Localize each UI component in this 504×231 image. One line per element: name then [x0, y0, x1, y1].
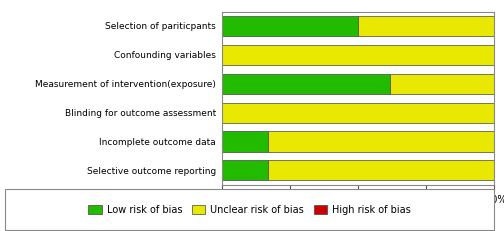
Bar	[222, 16, 358, 36]
Bar	[222, 103, 494, 123]
Bar	[268, 131, 494, 152]
Bar	[358, 16, 494, 36]
Bar	[222, 131, 268, 152]
Bar	[222, 160, 268, 180]
Legend: Low risk of bias, Unclear risk of bias, High risk of bias: Low risk of bias, Unclear risk of bias, …	[85, 202, 414, 218]
Bar	[222, 45, 494, 65]
Bar	[391, 74, 494, 94]
Bar	[268, 160, 494, 180]
Bar	[222, 74, 391, 94]
